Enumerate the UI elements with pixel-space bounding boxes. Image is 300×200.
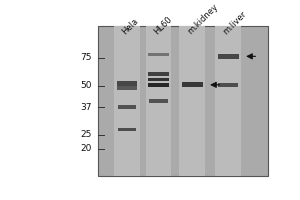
Text: Hela: Hela [121, 16, 140, 36]
Bar [148, 72, 169, 76]
Bar [148, 83, 169, 87]
Bar [148, 78, 169, 81]
Text: m.liver: m.liver [222, 9, 249, 36]
Bar [117, 81, 137, 86]
Bar [182, 82, 202, 87]
Bar [215, 26, 241, 176]
Bar [218, 83, 238, 87]
Text: 20: 20 [81, 144, 92, 153]
Text: 25: 25 [81, 130, 92, 139]
Bar [218, 54, 238, 59]
Bar [98, 26, 268, 176]
Text: HL60: HL60 [152, 15, 174, 36]
Bar [118, 105, 136, 109]
Bar [118, 128, 136, 131]
Bar [148, 99, 168, 103]
Bar [146, 26, 171, 176]
Bar [114, 26, 140, 176]
Text: 37: 37 [81, 103, 92, 112]
Bar [179, 26, 205, 176]
Text: 75: 75 [81, 53, 92, 62]
Bar [148, 53, 169, 56]
Text: m.kidney: m.kidney [186, 2, 220, 36]
Bar [117, 86, 137, 90]
Text: 50: 50 [81, 81, 92, 90]
